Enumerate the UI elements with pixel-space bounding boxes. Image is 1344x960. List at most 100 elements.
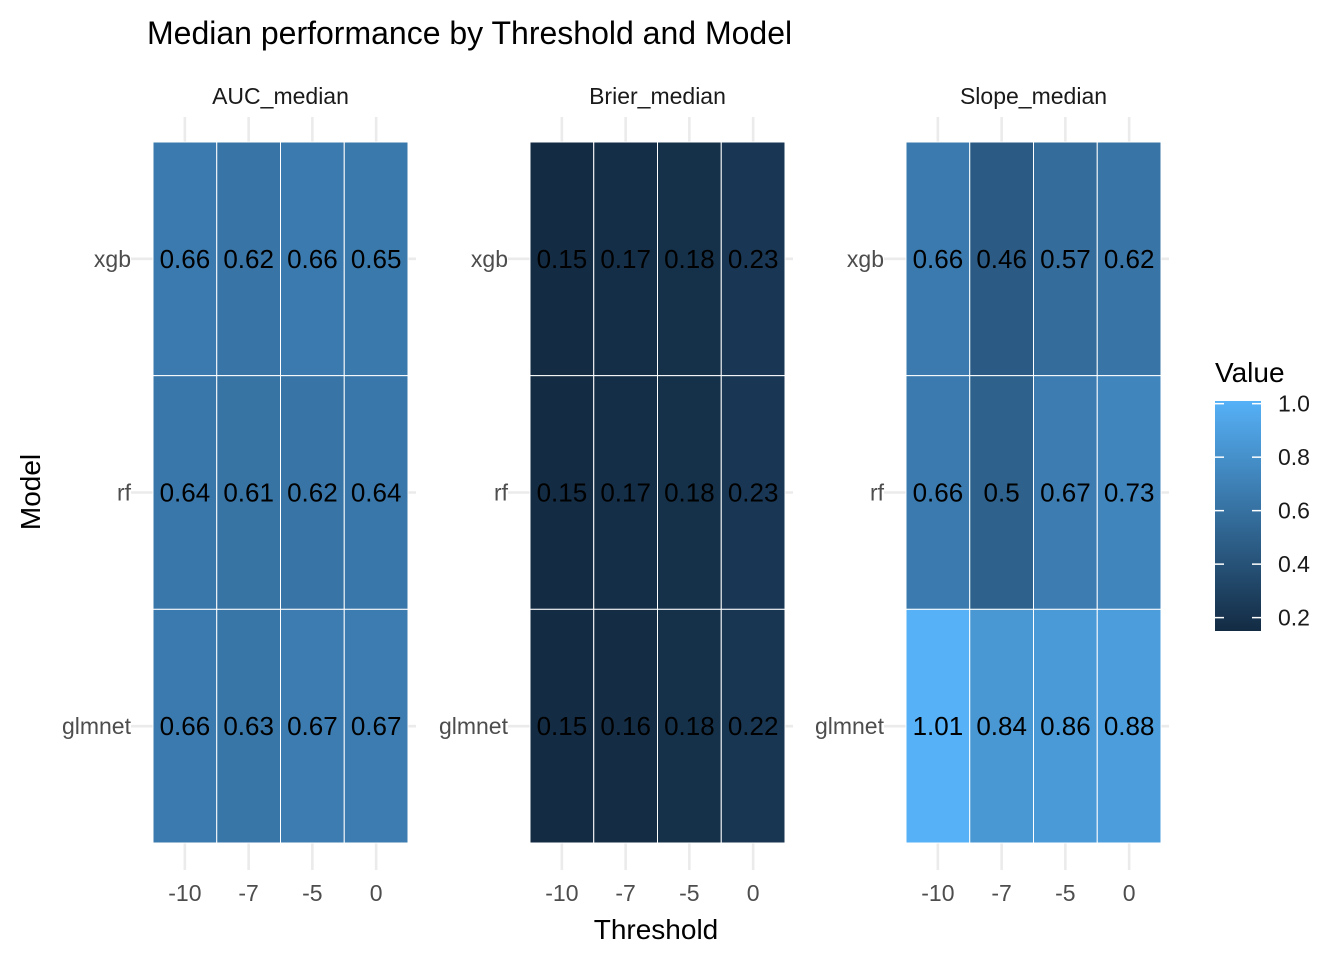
cell-value-label: 0.61: [223, 478, 274, 508]
cell-value-label: 0.57: [1040, 244, 1091, 274]
heatmap-tile: [593, 375, 658, 610]
x-tick-label: 0: [747, 880, 760, 906]
cell-value-label: 0.23: [728, 244, 779, 274]
cell-value-label: 0.5: [984, 478, 1020, 508]
heatmap-tile: [343, 141, 409, 377]
cell-value-label: 0.66: [913, 244, 964, 274]
cell-value-label: 0.46: [976, 244, 1027, 274]
cell-value-label: 0.66: [160, 244, 211, 274]
chart-title: Median performance by Threshold and Mode…: [147, 15, 792, 51]
facet-strip-label: AUC_median: [212, 83, 349, 109]
y-tick-label: xgb: [471, 246, 508, 272]
legend-tick-label: 0.2: [1278, 605, 1310, 631]
facet-panel-slope-median: Slope_median 0.66 0.46 0.57 0.62 0.66 0.5 0.67 0…: [815, 83, 1162, 906]
cell-value-label: 0.86: [1040, 711, 1091, 741]
cell-value-label: 0.66: [913, 478, 964, 508]
cell-value-label: 0.16: [600, 711, 651, 741]
heatmap-tile: [152, 375, 218, 610]
legend-tick-label: 0.4: [1278, 551, 1310, 577]
y-tick-label: xgb: [94, 246, 131, 272]
cell-value-label: 0.62: [287, 478, 338, 508]
x-tick-label: -10: [921, 880, 954, 906]
legend-tick-label: 0.8: [1278, 444, 1310, 470]
heatmap-tile: [152, 608, 218, 844]
heatmap-tile: [593, 141, 658, 377]
heatmap-tile: [969, 141, 1034, 377]
heatmap-tile: [343, 608, 409, 844]
heatmap-tile: [1096, 608, 1162, 844]
y-tick-label: glmnet: [439, 713, 509, 739]
heatmap-tile: [657, 608, 722, 844]
x-tick-label: -7: [615, 880, 635, 906]
heatmap-tile: [720, 608, 786, 844]
cell-value-label: 0.18: [664, 244, 715, 274]
legend-title: Value: [1215, 357, 1285, 388]
heatmap-tile: [720, 375, 786, 610]
cell-value-label: 0.22: [728, 711, 779, 741]
facet-strip-label: Slope_median: [960, 83, 1107, 109]
y-axis-title: Model: [15, 454, 46, 530]
x-tick-label: -7: [991, 880, 1011, 906]
heatmap-tile: [1096, 375, 1162, 610]
cell-value-label: 0.73: [1104, 478, 1155, 508]
cell-value-label: 0.88: [1104, 711, 1155, 741]
facet-panel-auc-median: AUC_median 0.66 0.62 0.66 0.65 0.64 0.61 0.62 0.…: [62, 83, 409, 906]
cell-value-label: 0.67: [287, 711, 338, 741]
x-tick-label: 0: [370, 880, 383, 906]
x-tick-label: -5: [1055, 880, 1075, 906]
color-legend: Value 1.0 0.8 0.6 0.4 0.2: [1215, 357, 1310, 631]
cell-value-label: 0.17: [600, 478, 651, 508]
y-tick-label: rf: [117, 480, 132, 506]
heatmap-tile: [529, 608, 595, 844]
cell-value-label: 0.15: [537, 478, 588, 508]
x-axis-title: Threshold: [594, 914, 719, 945]
legend-ticks: 1.0 0.8 0.6 0.4 0.2: [1215, 391, 1310, 631]
cell-value-label: 0.23: [728, 478, 779, 508]
cell-value-label: 0.63: [223, 711, 274, 741]
heatmap-tile: [1033, 608, 1098, 844]
x-tick-label: -10: [168, 880, 201, 906]
cell-value-label: 0.67: [1040, 478, 1091, 508]
cell-value-label: 0.64: [351, 478, 402, 508]
y-tick-label: rf: [870, 480, 885, 506]
y-tick-label: glmnet: [62, 713, 132, 739]
cell-value-label: 0.64: [160, 478, 211, 508]
facet-strip-label: Brier_median: [589, 83, 726, 109]
cell-value-label: 0.65: [351, 244, 402, 274]
heatmap-tile: [657, 141, 722, 377]
legend-tick-label: 1.0: [1278, 391, 1310, 417]
y-tick-label: glmnet: [815, 713, 885, 739]
x-tick-label: -10: [545, 880, 578, 906]
cell-value-label: 0.17: [600, 244, 651, 274]
heatmap-tile: [343, 375, 409, 610]
facet-panels: AUC_median 0.66 0.62 0.66 0.65 0.64 0.61 0.62 0.…: [62, 83, 1162, 906]
heatmap-tile: [280, 141, 345, 377]
cell-value-label: 0.15: [537, 711, 588, 741]
cell-value-label: 0.84: [976, 711, 1027, 741]
heatmap-tile: [1033, 375, 1098, 610]
heatmap-tile: [529, 375, 595, 610]
heatmap-tile: [216, 608, 281, 844]
y-tick-label: rf: [494, 480, 509, 506]
cell-value-label: 0.15: [537, 244, 588, 274]
x-tick-label: -5: [679, 880, 699, 906]
y-tick-label: xgb: [847, 246, 884, 272]
legend-tick-label: 0.6: [1278, 498, 1310, 524]
heatmap-tile: [969, 608, 1034, 844]
cell-value-label: 0.18: [664, 711, 715, 741]
heatmap-tile: [593, 608, 658, 844]
x-tick-label: -5: [302, 880, 322, 906]
cell-value-label: 0.62: [223, 244, 274, 274]
cell-value-label: 0.66: [160, 711, 211, 741]
heatmap-tile: [529, 141, 595, 377]
cell-value-label: 0.67: [351, 711, 402, 741]
x-tick-label: -7: [238, 880, 258, 906]
cell-value-label: 0.18: [664, 478, 715, 508]
heatmap-tile: [905, 375, 971, 610]
facet-panel-brier-median: Brier_median 0.15 0.17 0.18 0.23 0.15 0.17 0.18…: [439, 83, 786, 906]
cell-value-label: 0.62: [1104, 244, 1155, 274]
heatmap-tile: [280, 608, 345, 844]
heatmap-tile: [969, 375, 1034, 610]
heatmap-tile: [720, 141, 786, 377]
